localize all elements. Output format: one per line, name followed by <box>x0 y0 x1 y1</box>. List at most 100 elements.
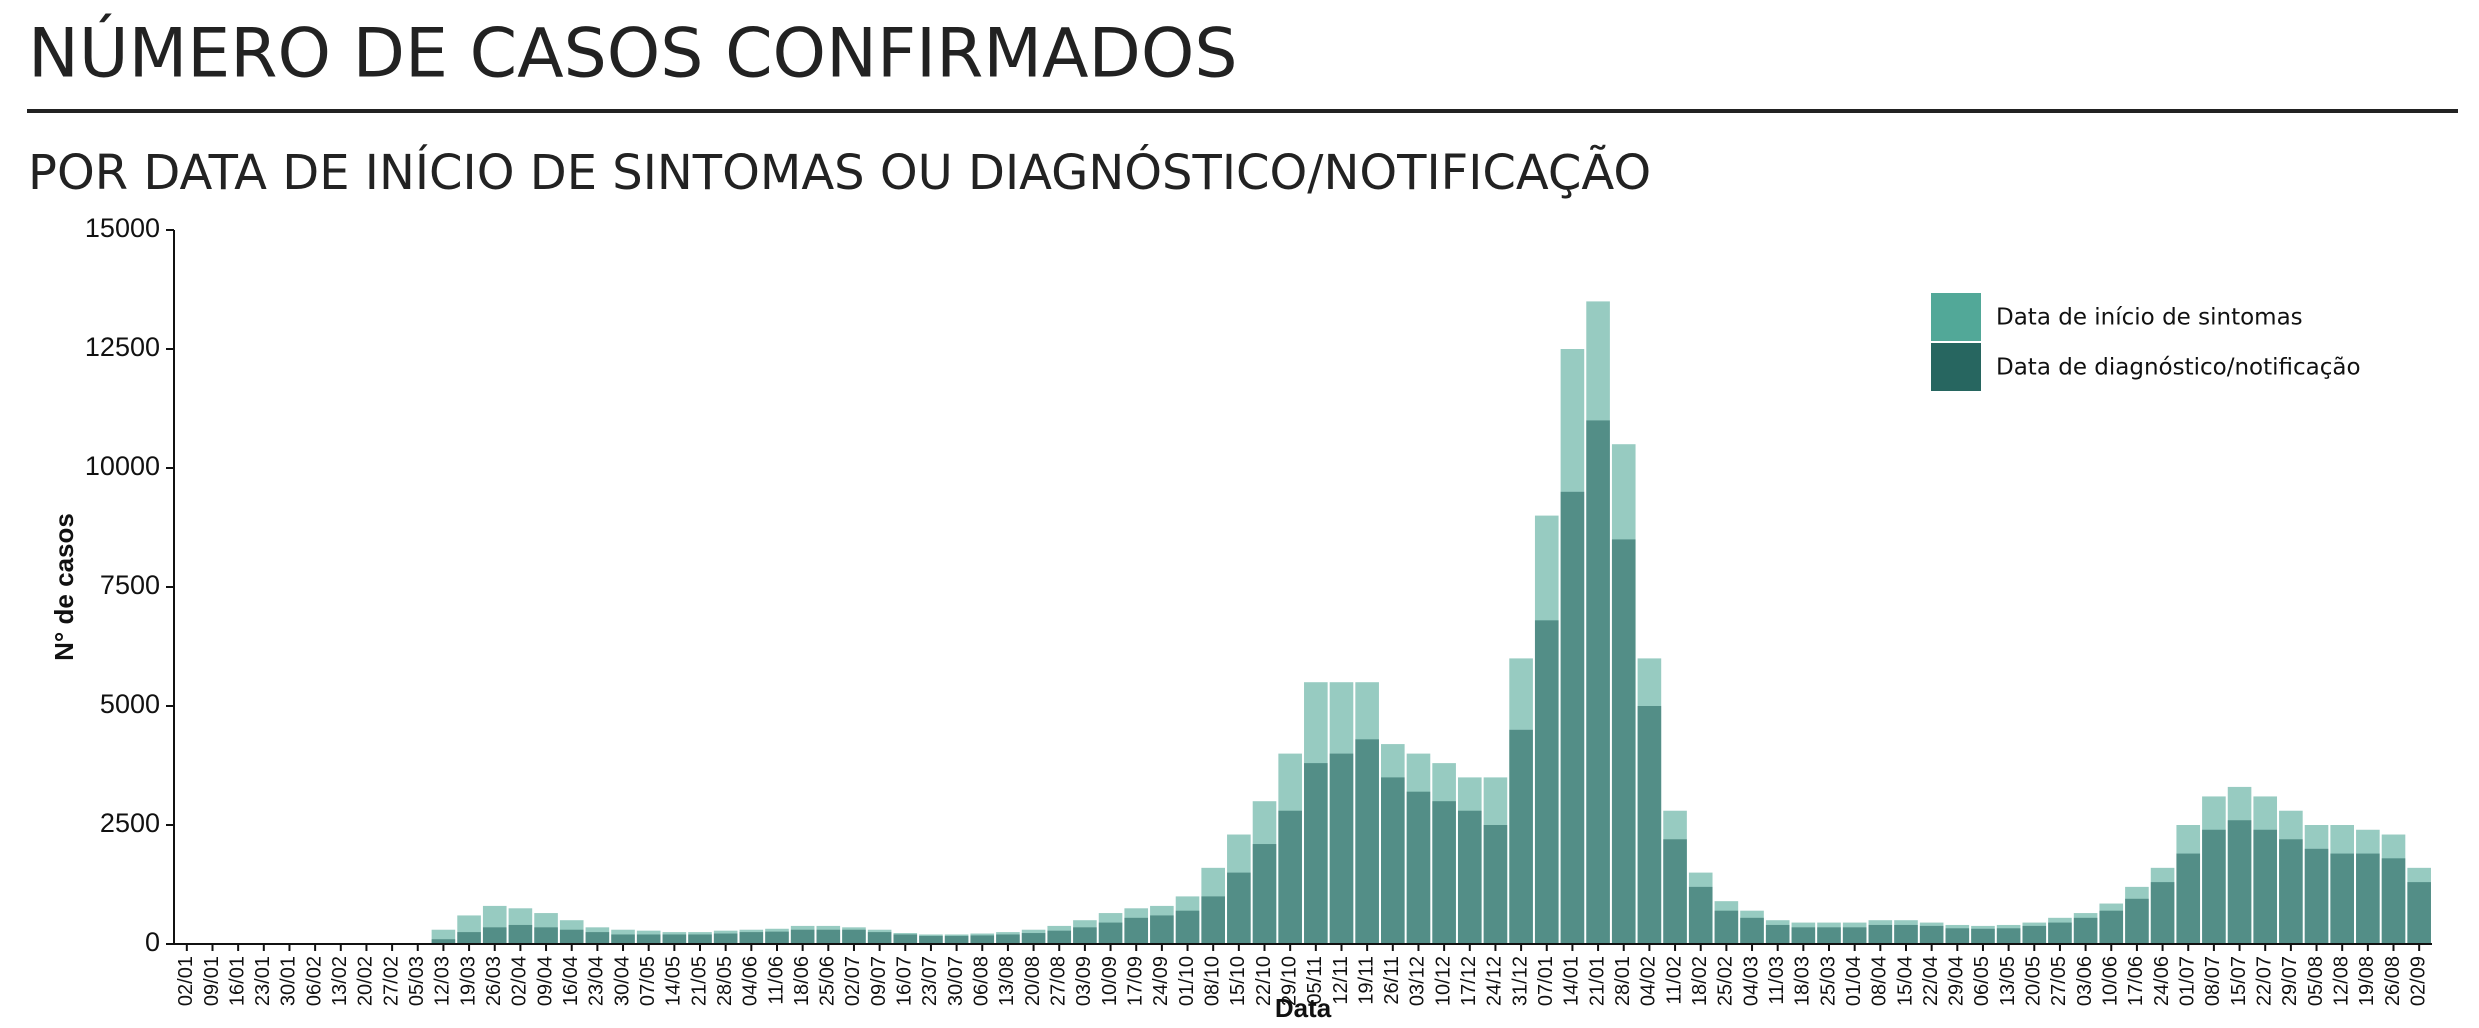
x-tick-label: 24/09 <box>1150 956 1172 1006</box>
x-tick-label: 03/12 <box>1407 956 1429 1006</box>
x-tick-label: 20/02 <box>355 956 377 1006</box>
x-tick-label: 10/09 <box>1099 956 1121 1006</box>
x-tick-label: 19/03 <box>457 956 479 1006</box>
x-tick-label: 02/01 <box>175 956 197 1006</box>
x-tick-label: 12/03 <box>432 956 454 1006</box>
x-tick-label: 01/10 <box>1176 956 1198 1006</box>
bar <box>1176 911 1200 944</box>
y-tick-label: 5000 <box>100 689 160 719</box>
bar <box>1586 420 1610 944</box>
bar <box>1124 918 1148 944</box>
bar <box>1022 933 1046 944</box>
x-tick-label: 29/07 <box>2279 956 2301 1006</box>
x-tick-label: 06/05 <box>1971 956 1993 1006</box>
x-tick-label: 12/08 <box>2330 956 2352 1006</box>
x-tick-label: 28/05 <box>714 956 736 1006</box>
bar <box>1612 539 1636 944</box>
x-tick-label: 29/10 <box>1278 956 1300 1006</box>
x-tick-label: 17/06 <box>2125 956 2147 1006</box>
bar <box>1894 925 1918 944</box>
x-tick-label: 08/07 <box>2202 956 2224 1006</box>
x-tick-label: 21/05 <box>688 956 710 1006</box>
bar <box>1946 928 1970 944</box>
x-tick-label: 25/03 <box>1817 956 1839 1006</box>
bar <box>2202 830 2226 944</box>
bar <box>1150 915 1174 944</box>
x-tick-label: 05/11 <box>1304 956 1326 1005</box>
bar <box>1047 931 1071 944</box>
bar <box>2151 882 2175 944</box>
x-tick-label: 29/04 <box>1946 956 1968 1006</box>
x-tick-label: 15/04 <box>1894 956 1916 1006</box>
bar <box>791 930 815 944</box>
bar <box>1843 927 1867 944</box>
bar <box>560 930 584 944</box>
x-tick-label: 15/10 <box>1227 956 1249 1006</box>
chart-subtitle: POR DATA DE INÍCIO DE SINTOMAS OU DIAGNÓ… <box>28 144 1651 201</box>
x-tick-label: 17/09 <box>1124 956 1146 1006</box>
bar <box>1304 763 1328 944</box>
bar <box>1227 873 1251 944</box>
x-tick-label: 09/01 <box>201 956 223 1006</box>
x-tick-label: 22/04 <box>1920 956 1942 1006</box>
bar <box>2048 923 2072 944</box>
x-tick-label: 02/04 <box>509 956 531 1006</box>
bar <box>2253 830 2277 944</box>
bar <box>2407 882 2431 944</box>
x-tick-label: 03/06 <box>2074 956 2096 1006</box>
bar <box>1458 811 1482 944</box>
x-tick-label: 20/08 <box>1022 956 1044 1006</box>
x-tick-label: 07/01 <box>1535 956 1557 1006</box>
y-tick-label: 12500 <box>85 332 160 362</box>
bar <box>1509 730 1533 944</box>
x-tick-label: 02/09 <box>2407 956 2429 1006</box>
x-tick-label: 25/02 <box>1715 956 1737 1006</box>
bar <box>457 932 481 944</box>
bar <box>2176 854 2200 944</box>
bar <box>714 934 738 944</box>
x-tick-label: 27/02 <box>380 956 402 1006</box>
bar <box>688 934 712 944</box>
bar <box>663 934 687 944</box>
bar <box>2099 911 2123 944</box>
bar <box>868 932 892 944</box>
bar <box>534 927 558 944</box>
x-tick-label: 12/11 <box>1330 956 1352 1005</box>
x-tick-label: 05/08 <box>2305 956 2327 1006</box>
bar <box>1073 927 1097 944</box>
legend-swatch <box>1931 343 1981 391</box>
bar <box>1355 739 1379 944</box>
x-tick-label: 02/07 <box>842 956 864 1006</box>
x-tick-label: 04/06 <box>740 956 762 1006</box>
bar <box>2356 854 2380 944</box>
x-tick-label: 20/05 <box>2023 956 2045 1006</box>
x-tick-label: 19/08 <box>2356 956 2378 1006</box>
x-tick-label: 09/07 <box>868 956 890 1006</box>
bar <box>970 935 994 944</box>
x-tick-label: 16/04 <box>560 956 582 1006</box>
x-tick-label: 14/01 <box>1561 956 1583 1006</box>
bar <box>1792 927 1816 944</box>
x-tick-label: 11/03 <box>1766 956 1788 1005</box>
bar <box>1817 927 1841 944</box>
bar <box>1997 928 2021 944</box>
bar <box>2022 926 2046 944</box>
bar <box>842 930 866 944</box>
bar <box>1689 887 1713 944</box>
x-tick-label: 13/02 <box>329 956 351 1006</box>
bar <box>2074 918 2098 944</box>
bar <box>1766 925 1790 944</box>
bar <box>1535 620 1559 944</box>
x-tick-label: 28/01 <box>1612 956 1634 1006</box>
y-axis-title: N° de casos <box>49 513 79 661</box>
bar <box>1561 492 1585 944</box>
x-tick-label: 16/01 <box>226 956 248 1006</box>
bar <box>740 932 764 944</box>
x-tick-label: 05/03 <box>406 956 428 1006</box>
bar <box>2125 899 2149 944</box>
bar <box>1278 811 1302 944</box>
x-tick-label: 07/05 <box>637 956 659 1006</box>
x-tick-label: 19/11 <box>1355 956 1377 1005</box>
x-tick-label: 30/07 <box>945 956 967 1006</box>
